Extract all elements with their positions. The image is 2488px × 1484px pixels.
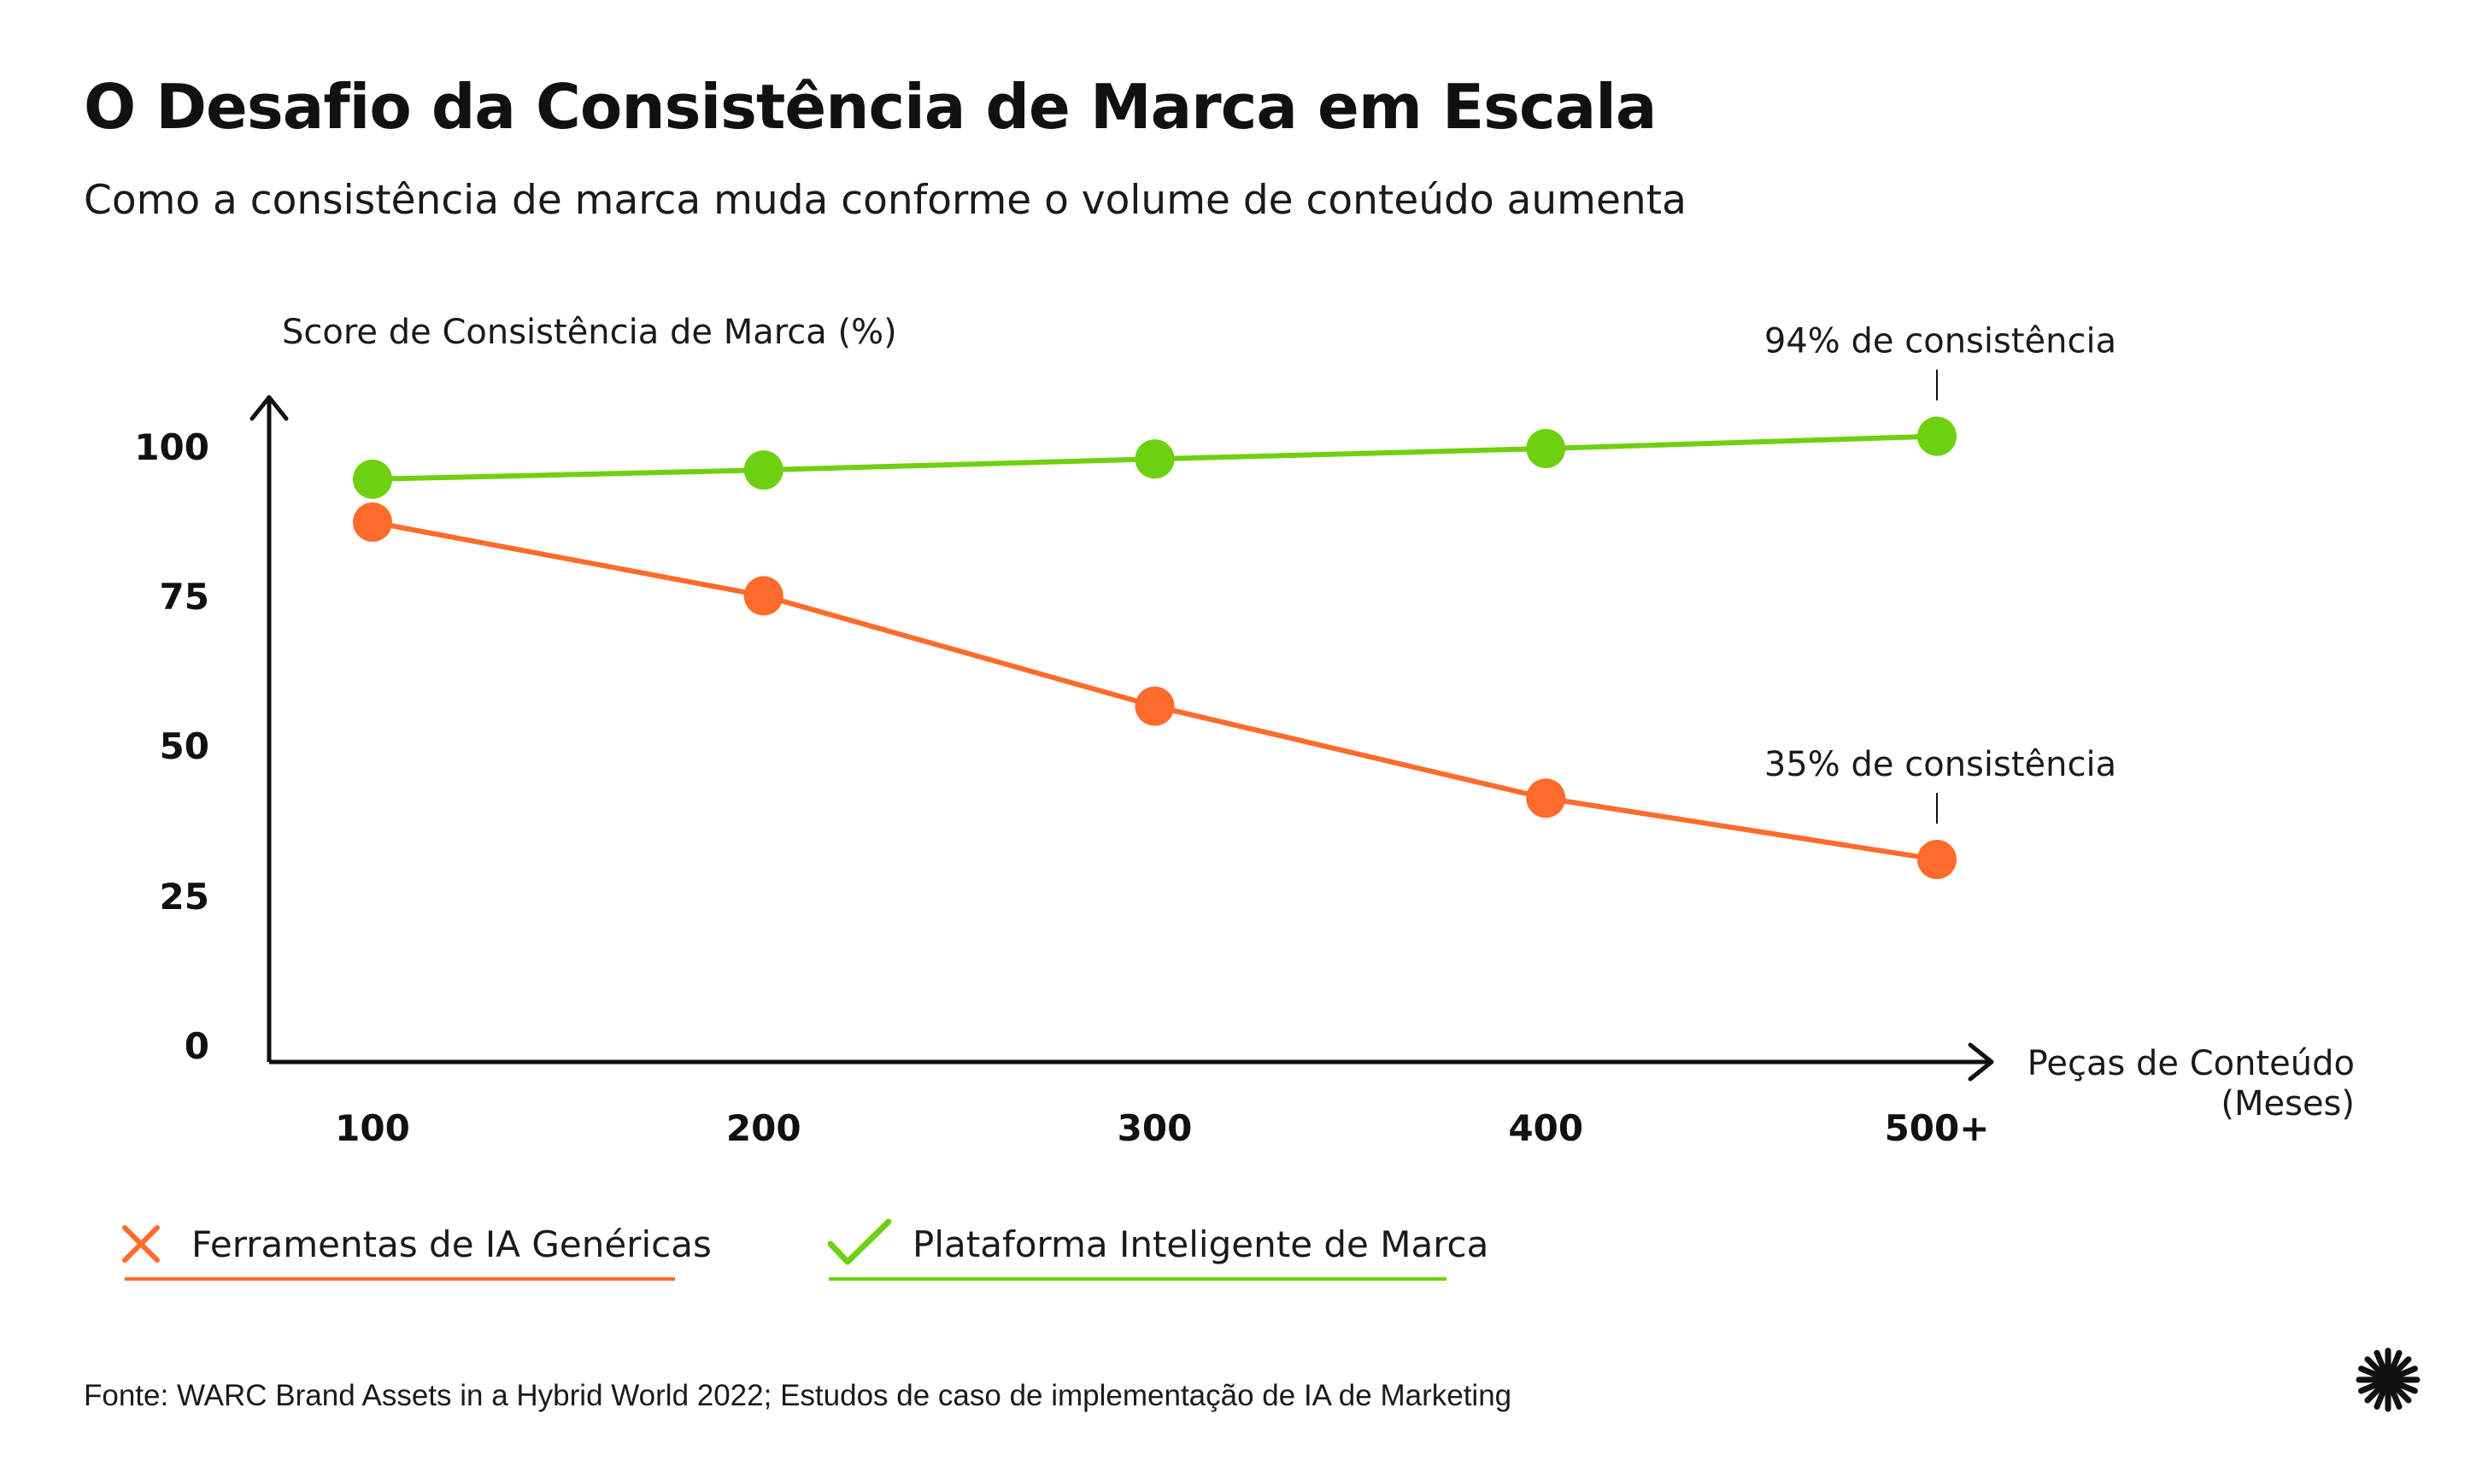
y-tick-label: 100 [134,426,209,468]
x-axis-label-line2: (Meses) [2221,1084,2355,1123]
y-tick-labels: 100 75 50 25 0 [134,426,209,1067]
y-tick-label: 50 [160,725,209,767]
legend-item-brand-platform[interactable]: Plataforma Inteligente de Marca [827,1218,1488,1281]
page-title: O Desafio da Consistência de Marca em Es… [84,71,1657,143]
legend-label-brand-platform: Plataforma Inteligente de Marca [912,1223,1488,1265]
annotation-label: 94% de consistência [1764,322,2116,361]
x-tick-label: 500+ [1885,1107,1990,1149]
legend: Ferramentas de IA Genéricas Plataforma I… [122,1218,1488,1281]
data-point [1917,416,1957,456]
y-axis-arrow [249,395,289,421]
x-tick-label: 400 [1508,1107,1583,1149]
data-point [353,459,392,499]
data-point [1526,778,1566,818]
legend-label-generic-ai: Ferramentas de IA Genéricas [191,1223,712,1265]
x-tick-label: 300 [1118,1107,1193,1149]
x-axis-label-line1: Peças de Conteúdo [2027,1044,2355,1083]
legend-item-generic-ai[interactable]: Ferramentas de IA Genéricas [122,1223,712,1281]
source-note: Fonte: WARC Brand Assets in a Hybrid Wor… [84,1379,1511,1412]
y-tick-label: 75 [160,576,209,618]
x-tick-label: 100 [335,1107,410,1149]
logo-ray [2385,1365,2418,1383]
data-point [1135,439,1175,479]
annotation-layer: 94% de consistência 35% de consistência [1764,322,2116,824]
data-point [1135,686,1175,726]
data-point [1526,429,1566,468]
x-tick-label: 200 [726,1107,801,1149]
check-icon [827,1218,892,1265]
x-tick-labels: 100 200 300 400 500+ [335,1107,1989,1149]
y-axis-label: Score de Consistência de Marca (%) [282,313,897,352]
annotation-label: 35% de consistência [1764,745,2116,784]
data-point [353,502,392,543]
series-layer [353,416,1957,880]
data-point [1917,840,1957,880]
x-icon [122,1225,160,1263]
starburst-icon [2356,1347,2421,1412]
chart-axes [249,395,1994,1082]
page-subtitle: Como a consistência de marca muda confor… [84,177,1687,224]
y-tick-label: 0 [185,1025,209,1067]
data-point [743,450,783,490]
data-point [743,576,783,616]
y-tick-label: 25 [160,876,209,918]
x-axis-arrow [1968,1042,1994,1082]
